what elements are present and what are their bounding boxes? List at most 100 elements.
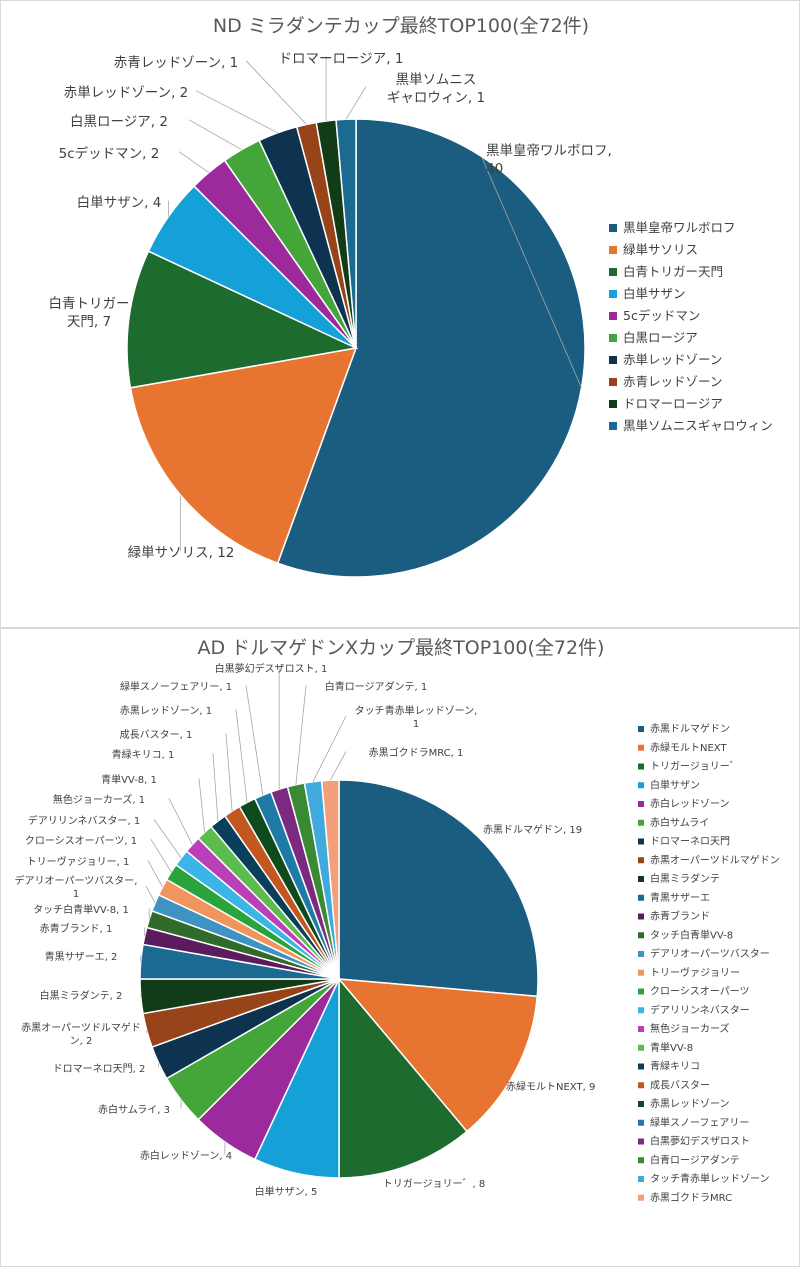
ad-legend-label-17: 青単VV-8 xyxy=(650,1041,693,1054)
ad-legend-label-10: 赤青ブランド xyxy=(650,910,710,923)
nd-legend-swatch-0 xyxy=(609,224,617,232)
nd-data-label-7: 赤青レッドゾーン, 1 xyxy=(114,55,239,71)
nd-leader-line-9 xyxy=(345,86,367,120)
nd-legend-label-5: 白黒ロージア xyxy=(623,330,698,345)
ad-data-label-7: 赤黒オーパーツドルマゲドン, 2 xyxy=(21,1022,141,1047)
nd-legend-label-9: 黒単ソムニスギャロウィン xyxy=(623,418,773,433)
ad-legend-swatch-9 xyxy=(638,894,644,901)
nd-legend-label-3: 白単サザン xyxy=(623,286,686,301)
ad-leader-line-20 xyxy=(235,709,248,803)
ad-leader-line-23 xyxy=(295,685,307,785)
ad-legend-swatch-21 xyxy=(638,1119,644,1126)
ad-legend-swatch-17 xyxy=(638,1044,644,1051)
ad-slices xyxy=(139,779,539,1179)
ad-legend-label-3: 白単サザン xyxy=(650,778,700,791)
nd-data-label-9: 黒単ソムニスギャロウィン, 1 xyxy=(387,72,485,106)
nd-legend-swatch-1 xyxy=(609,246,617,254)
ad-legend-swatch-25 xyxy=(638,1194,644,1201)
ad-legend-swatch-5 xyxy=(638,819,644,826)
nd-data-label-3: 白単サザン, 4 xyxy=(77,195,162,211)
ad-legend-label-8: 白黒ミラダンテ xyxy=(650,872,720,885)
ad-data-label-17: 青単VV-8, 1 xyxy=(101,773,157,786)
ad-legend-swatch-15 xyxy=(638,1007,644,1014)
ad-leader-line-13 xyxy=(147,860,163,888)
ad-legend-label-9: 青黒サザーエ xyxy=(650,891,710,904)
ad-data-label-3: 白単サザン, 5 xyxy=(255,1185,318,1198)
ad-legend-swatch-23 xyxy=(638,1157,644,1164)
nd-slice-2 xyxy=(126,250,359,389)
ad-legend-swatch-14 xyxy=(638,988,644,995)
nd-data-label-6: 赤単レッドゾーン, 2 xyxy=(64,85,189,101)
ad-legend-label-2: トリガージョリー゛ xyxy=(650,761,740,773)
ad-data-label-8: 白黒ミラダンテ, 2 xyxy=(40,989,123,1002)
nd-legend-label-1: 緑単サソリス xyxy=(623,242,698,257)
ad-leader-line-12 xyxy=(145,885,156,903)
nd-slices xyxy=(126,118,586,578)
nd-data-label-5: 白黒ロージア, 2 xyxy=(70,114,168,130)
ad-legend-label-21: 緑単スノーフェアリー xyxy=(650,1116,749,1129)
ad-data-label-11: タッチ白青単VV-8, 1 xyxy=(33,903,129,916)
ad-legend-swatch-18 xyxy=(638,1063,644,1070)
ad-legend-swatch-1 xyxy=(638,744,644,751)
ad-data-label-1: 赤緑モルトNEXT, 9 xyxy=(506,1080,595,1093)
nd-legend-swatch-2 xyxy=(609,268,617,276)
ad-data-label-4: 赤白レッドゾーン, 4 xyxy=(140,1149,232,1162)
nd-legend-swatch-7 xyxy=(609,378,617,386)
ad-pie-chart: AD ドルマゲドンXカップ最終TOP100(全72件)赤黒ドルマゲドン, 19赤… xyxy=(15,637,780,1204)
ad-leader-line-18 xyxy=(212,753,219,822)
nd-slice-9 xyxy=(335,118,357,349)
ad-leader-line-21 xyxy=(245,685,264,796)
ad-legend-swatch-7 xyxy=(638,857,644,864)
ad-leader-line-24 xyxy=(312,715,347,782)
ad-legend-label-18: 青緑キリコ xyxy=(650,1060,700,1073)
nd-legend-swatch-3 xyxy=(609,290,617,298)
nd-legend-swatch-6 xyxy=(609,356,617,364)
nd-data-label-8: ドロマーロージア, 1 xyxy=(279,51,404,67)
ad-data-label-6: ドロマーネロ天門, 2 xyxy=(53,1063,146,1075)
nd-data-labels: 黒単皇帝ワルボロフ, 40 緑単サソリス, 12 白青トリガー天門, 7 白単サザン, … xyxy=(49,51,612,561)
ad-data-label-12: デアリオーパーツバスター, 1 xyxy=(15,874,138,900)
ad-legend-swatch-4 xyxy=(638,801,644,807)
nd-data-label-1: 緑単サソリス, 12 xyxy=(128,545,235,561)
ad-legend-swatch-16 xyxy=(638,1026,644,1032)
ad-data-label-2: トリガージョリー゛, 8 xyxy=(383,1178,486,1190)
ad-legend-label-7: 赤黒オーパーツドルマゲドン xyxy=(650,854,780,866)
ad-legend-swatch-22 xyxy=(638,1138,644,1145)
nd-legend-label-4: 5cデッドマン xyxy=(623,308,700,323)
ad-legend-label-22: 白黒夢幻デスザロスト xyxy=(650,1135,750,1148)
nd-legend-swatch-9 xyxy=(609,422,617,430)
ad-legend-label-11: タッチ白青単VV-8 xyxy=(650,928,733,941)
ad-leader-line-15 xyxy=(153,819,182,859)
ad-data-label-23: 白青ロージアダンテ, 1 xyxy=(325,680,428,693)
ad-legend-label-5: 赤白サムライ xyxy=(650,816,709,829)
ad-data-label-21: 緑単スノーフェアリー, 1 xyxy=(120,680,232,693)
ad-legend-swatch-19 xyxy=(638,1082,644,1089)
ad-data-label-10: 赤青ブランド, 1 xyxy=(40,922,113,935)
ad-legend-label-14: クローシスオーパーツ xyxy=(650,986,750,998)
ad-legend-label-16: 無色ジョーカーズ xyxy=(650,1022,730,1035)
nd-leader-line-6 xyxy=(195,90,278,134)
ad-slice-1 xyxy=(337,978,539,1133)
nd-legend-swatch-8 xyxy=(609,400,617,408)
nd-legend-label-6: 赤単レッドゾーン xyxy=(623,352,722,367)
nd-legend-label-8: ドロマーロージア xyxy=(623,396,723,411)
ad-legend-swatch-13 xyxy=(638,969,644,976)
ad-data-label-18: 青緑キリコ, 1 xyxy=(112,748,175,761)
nd-leader-line-0 xyxy=(481,157,582,388)
ad-legend-label-6: ドロマーネロ天門 xyxy=(650,836,730,848)
ad-data-label-0: 赤黒ドルマゲドン, 19 xyxy=(483,824,582,836)
ad-leader-line-14 xyxy=(150,839,172,873)
ad-slice-0 xyxy=(338,779,539,998)
ad-data-label-24: タッチ青赤単レッドゾーン, 1 xyxy=(355,704,478,730)
ad-legend-swatch-6 xyxy=(638,838,644,845)
ad-data-label-14: クローシスオーパーツ, 1 xyxy=(25,835,137,847)
ad-legend-swatch-8 xyxy=(638,876,644,882)
ad-legend-label-13: トリーヴァジョリー xyxy=(650,966,740,979)
nd-legend-swatch-5 xyxy=(609,334,617,342)
ad-chart-panel: AD ドルマゲドンXカップ最終TOP100(全72件) 赤黒ドルマゲドン, 19 赤… xyxy=(0,628,800,1267)
ad-data-labels: 赤黒ドルマゲドン, 19 赤緑モルトNEXT, 9 トリガージョリー゛, 8 白単サザ… xyxy=(15,662,596,1198)
ad-legend-label-4: 赤白レッドゾーン xyxy=(650,797,730,810)
ad-data-label-9: 青黒サザーエ, 2 xyxy=(45,950,118,963)
